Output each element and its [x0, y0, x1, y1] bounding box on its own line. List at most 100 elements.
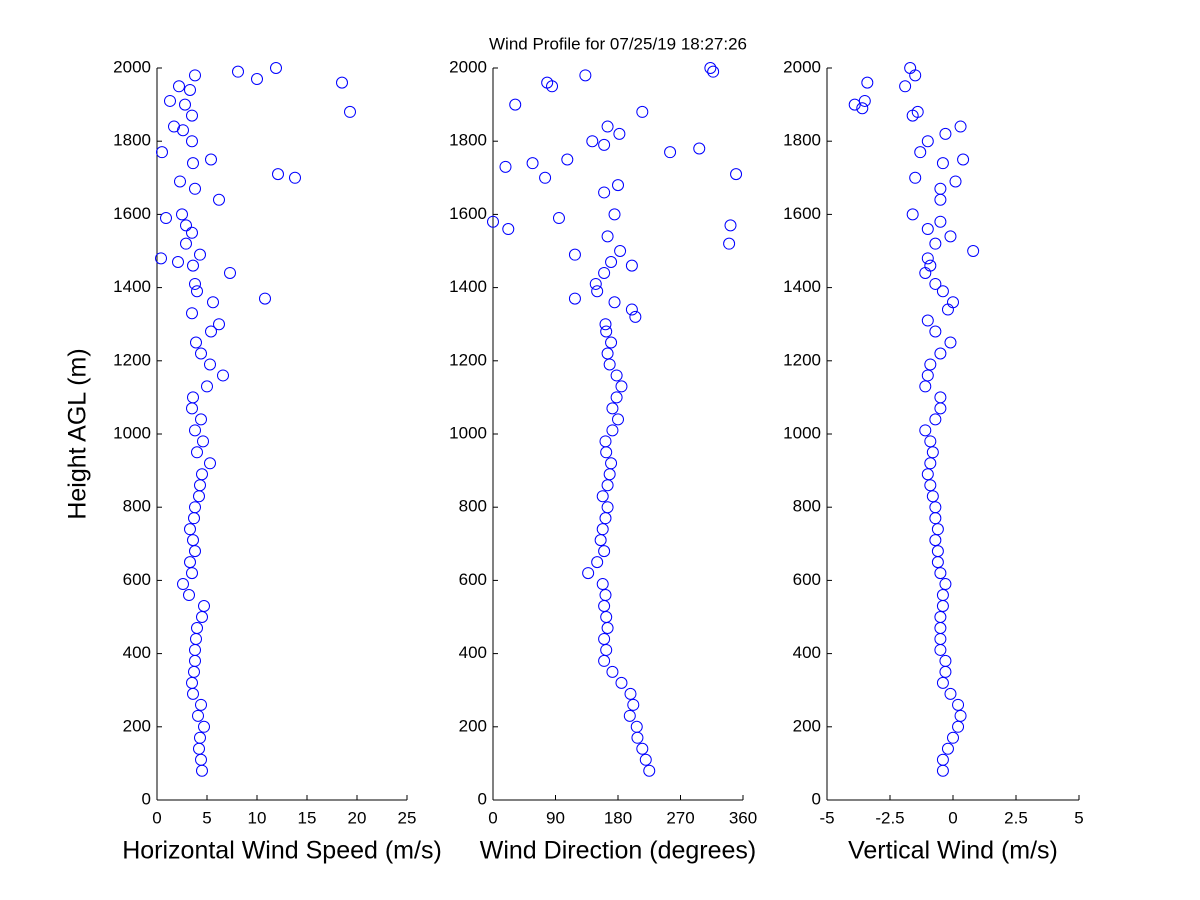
point [624, 687, 637, 700]
point [629, 310, 642, 323]
point [344, 105, 356, 118]
point [599, 318, 612, 331]
point [180, 219, 192, 232]
point [944, 230, 957, 243]
point [191, 285, 203, 298]
point [664, 146, 677, 159]
point [605, 255, 618, 268]
point [168, 120, 180, 133]
point [186, 226, 198, 239]
point [594, 534, 607, 547]
point [601, 501, 614, 514]
point [944, 687, 957, 700]
point [911, 105, 924, 118]
point [187, 157, 199, 170]
point [934, 632, 947, 645]
x-tick-label: 360 [729, 808, 757, 827]
point [599, 435, 612, 448]
point [598, 545, 611, 558]
point [186, 109, 198, 122]
y-tick-label: 2000 [783, 57, 821, 76]
x-tick-label: 5 [202, 808, 211, 827]
point [184, 523, 196, 536]
point [954, 120, 967, 133]
point [173, 80, 185, 93]
point [934, 402, 947, 415]
point [952, 698, 965, 711]
point [931, 545, 944, 558]
point [615, 380, 628, 393]
point [196, 468, 208, 481]
point [596, 578, 609, 591]
point [193, 742, 205, 755]
point [605, 457, 618, 470]
point [509, 98, 522, 111]
point [196, 611, 208, 623]
point [861, 76, 874, 89]
point [205, 153, 217, 166]
point [582, 567, 595, 580]
point [184, 83, 196, 96]
y-tick-label: 800 [459, 497, 487, 516]
point [189, 69, 201, 82]
point [189, 643, 201, 656]
point [598, 654, 611, 667]
point [197, 435, 209, 448]
point [183, 589, 195, 602]
point [251, 72, 263, 85]
point [188, 665, 200, 678]
point [224, 266, 236, 279]
y-tick-label: 200 [793, 716, 821, 735]
x-tick-label: 5 [1074, 808, 1083, 827]
x-tick-label: 0 [948, 808, 957, 827]
y-tick-label: 1200 [449, 350, 487, 369]
point [693, 142, 706, 155]
point [272, 168, 284, 181]
point [187, 391, 199, 404]
point [179, 98, 191, 111]
y-tick-label: 1800 [783, 131, 821, 150]
point [194, 479, 206, 492]
point [967, 245, 980, 257]
point [189, 277, 201, 290]
x-tick-label: 20 [348, 808, 367, 827]
y-tick-label: 400 [793, 643, 821, 662]
point [919, 380, 932, 393]
point [949, 175, 962, 188]
x-tick-label: 0 [152, 808, 161, 827]
point [612, 179, 624, 192]
point [176, 208, 188, 221]
point [939, 578, 952, 591]
y-tick-label: 600 [459, 570, 487, 589]
y-tick-label: 200 [459, 716, 487, 735]
point [207, 296, 219, 309]
point [929, 534, 942, 547]
point [184, 556, 196, 569]
point [608, 208, 621, 221]
point [934, 193, 947, 206]
point [600, 643, 613, 656]
point [623, 709, 636, 722]
y-tick-label: 600 [793, 570, 821, 589]
x-axis-label: Wind Direction (degrees) [480, 837, 757, 865]
point [586, 135, 599, 148]
y-axis-label: Height AGL (m) [64, 348, 92, 519]
point [929, 237, 942, 250]
point [934, 643, 947, 656]
point [195, 347, 207, 360]
point [730, 168, 743, 181]
y-tick-label: 1400 [113, 277, 151, 296]
point [947, 296, 959, 309]
point [196, 764, 208, 777]
point [858, 94, 871, 107]
point [954, 709, 967, 722]
point [204, 358, 216, 371]
point [190, 336, 202, 349]
point [899, 80, 912, 93]
point [591, 285, 604, 298]
point [941, 303, 954, 316]
point [198, 720, 210, 733]
point [189, 501, 201, 514]
point [596, 523, 609, 536]
